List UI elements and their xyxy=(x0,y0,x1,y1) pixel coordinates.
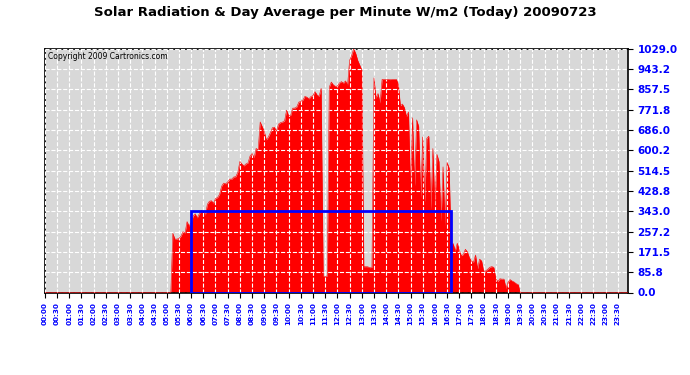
Text: Solar Radiation & Day Average per Minute W/m2 (Today) 20090723: Solar Radiation & Day Average per Minute… xyxy=(94,6,596,19)
Bar xyxy=(191,211,451,292)
Text: Copyright 2009 Cartronics.com: Copyright 2009 Cartronics.com xyxy=(48,53,168,62)
